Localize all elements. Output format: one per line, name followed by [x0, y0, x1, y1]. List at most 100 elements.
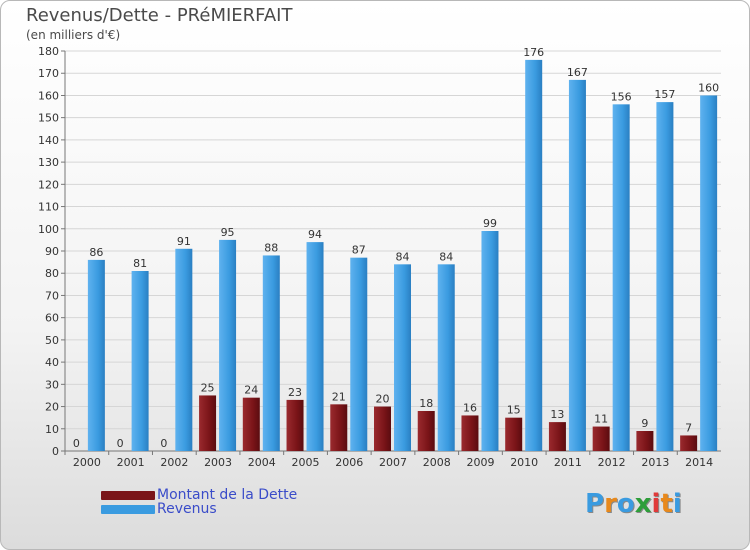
bar-revenus: [175, 248, 193, 451]
bar-revenus: [306, 242, 324, 451]
logo-letter: P: [585, 489, 605, 519]
data-label: 15: [507, 404, 521, 417]
logo-letter: i: [672, 489, 682, 519]
y-tick-label: 170: [38, 67, 59, 80]
y-tick-label: 0: [52, 445, 59, 458]
bar-revenus: [612, 104, 630, 451]
y-tick-label: 60: [45, 312, 59, 325]
data-label: 91: [177, 235, 191, 248]
y-tick-label: 100: [38, 223, 59, 236]
bar-revenus: [394, 264, 411, 451]
data-label: 9: [641, 417, 648, 430]
y-tick-label: 40: [45, 356, 59, 369]
legend-swatch-revenus: [101, 504, 155, 514]
y-tick-label: 80: [45, 267, 59, 280]
logo-letter: t: [660, 489, 673, 519]
data-label: 157: [654, 88, 675, 101]
data-label: 25: [201, 381, 215, 394]
x-tick-label: 2003: [204, 456, 232, 469]
bar-revenus: [219, 239, 237, 451]
x-tick-label: 2012: [598, 456, 626, 469]
y-tick-label: 150: [38, 112, 59, 125]
y-tick-label: 30: [45, 378, 59, 391]
data-label: 84: [396, 250, 410, 263]
bar-revenus: [481, 231, 499, 451]
bar-revenus: [525, 59, 543, 452]
x-tick-label: 2000: [73, 456, 101, 469]
legend-item-revenus: Revenus: [101, 501, 217, 517]
data-label: 176: [523, 46, 544, 59]
bar-dette: [199, 395, 217, 451]
bar-revenus: [656, 102, 674, 451]
data-label: 87: [352, 244, 366, 257]
data-label: 7: [685, 421, 692, 434]
data-label: 88: [264, 241, 278, 254]
legend-label-revenus: Revenus: [157, 501, 217, 517]
x-tick-label: 2009: [466, 456, 494, 469]
y-tick-label: 160: [38, 89, 59, 102]
data-label: 160: [698, 81, 719, 94]
chart-subtitle: (en milliers d'€): [26, 28, 121, 42]
x-tick-label: 2013: [641, 456, 669, 469]
x-tick-label: 2006: [335, 456, 363, 469]
bar-revenus: [700, 95, 718, 451]
x-tick-label: 2007: [379, 456, 407, 469]
logo-letter: o: [616, 489, 635, 519]
data-label: 16: [463, 401, 477, 414]
proxiti-logo: Proxiti: [585, 489, 682, 519]
y-tick-label: 140: [38, 134, 59, 147]
legend-swatch-dette: [101, 490, 155, 500]
data-label: 21: [332, 390, 346, 403]
y-tick-label: 50: [45, 334, 59, 347]
bar-dette: [417, 411, 435, 451]
bar-revenus: [87, 259, 105, 451]
data-label: 0: [160, 437, 167, 450]
data-label: 95: [221, 226, 235, 239]
y-tick-label: 180: [38, 45, 59, 58]
y-tick-label: 130: [38, 156, 59, 169]
x-tick-label: 2004: [248, 456, 276, 469]
legend-item-dette: Montant de la Dette: [101, 487, 297, 503]
data-label: 99: [483, 217, 497, 230]
bar-revenus: [568, 79, 586, 451]
y-tick-label: 20: [45, 401, 59, 414]
bar-dette: [680, 435, 698, 451]
bar-dette: [461, 415, 479, 451]
data-label: 20: [376, 393, 390, 406]
y-tick-label: 90: [45, 245, 59, 258]
data-label: 24: [244, 384, 258, 397]
data-label: 167: [567, 66, 588, 79]
x-tick-label: 2011: [554, 456, 582, 469]
y-tick-label: 120: [38, 178, 59, 191]
chart-title: Revenus/Dette - PRéMIERFAIT: [26, 5, 293, 26]
bar-revenus: [350, 257, 368, 451]
data-label: 13: [550, 408, 564, 421]
x-tick-label: 2002: [160, 456, 188, 469]
logo-letter: i: [651, 489, 661, 519]
x-tick-label: 2014: [685, 456, 713, 469]
legend-label-dette: Montant de la Dette: [157, 487, 298, 503]
y-tick-label: 70: [45, 289, 59, 302]
data-label: 84: [439, 250, 453, 263]
bar-revenus: [437, 264, 455, 451]
data-label: 0: [117, 437, 124, 450]
bar-dette: [548, 422, 566, 451]
x-tick-label: 2008: [423, 456, 451, 469]
logo-letter: x: [634, 489, 652, 519]
data-label: 156: [611, 90, 632, 103]
data-label: 18: [419, 397, 433, 410]
data-label: 11: [594, 413, 608, 426]
y-tick-label: 10: [45, 423, 59, 436]
bar-revenus: [131, 271, 149, 451]
data-label: 94: [308, 228, 322, 241]
data-label: 81: [133, 257, 147, 270]
bar-revenus: [262, 255, 280, 451]
bar-dette: [505, 417, 523, 451]
bar-dette: [330, 404, 348, 451]
bar-dette: [592, 426, 610, 451]
x-tick-label: 2010: [510, 456, 538, 469]
logo-letter: r: [604, 489, 617, 519]
bar-dette: [374, 406, 391, 451]
